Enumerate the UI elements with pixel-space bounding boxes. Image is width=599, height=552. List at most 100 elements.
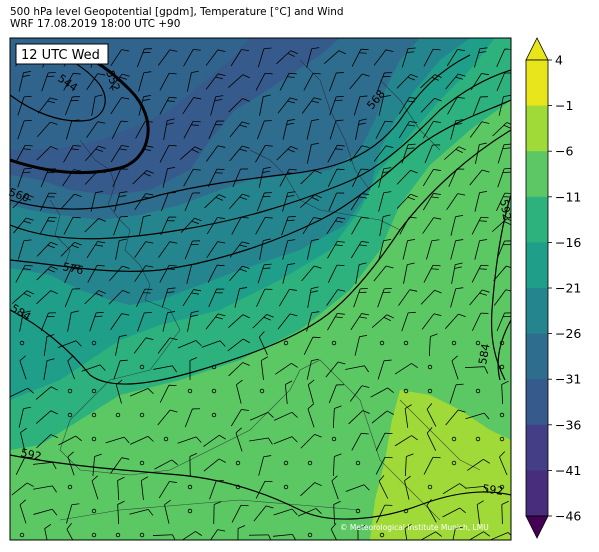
wind-barb bbox=[423, 48, 441, 67]
contour-584-east bbox=[497, 319, 511, 381]
wind-barb bbox=[184, 240, 201, 260]
wind-barb bbox=[17, 239, 32, 260]
wind-barb bbox=[115, 238, 127, 260]
wind-barb bbox=[446, 193, 466, 210]
wind-barb bbox=[137, 312, 152, 332]
wind-barb bbox=[404, 475, 411, 500]
geopotential-contours bbox=[10, 53, 511, 520]
wind-barb bbox=[154, 459, 178, 470]
wind-barb bbox=[157, 409, 178, 426]
wind-barb bbox=[132, 170, 154, 185]
wind-barb bbox=[499, 451, 508, 476]
wind-barb bbox=[354, 334, 368, 356]
wind-barb bbox=[469, 121, 490, 138]
wind-barb bbox=[139, 364, 145, 370]
wind-barb bbox=[189, 357, 198, 381]
contour-592-south bbox=[10, 454, 511, 520]
wind-barb bbox=[139, 532, 145, 538]
colorbar-tick-label: −31 bbox=[555, 372, 581, 387]
wind-barb bbox=[33, 461, 57, 470]
wind-barb bbox=[162, 311, 176, 332]
wind-barbs bbox=[10, 46, 511, 540]
wind-barb bbox=[157, 337, 178, 354]
wind-barb bbox=[494, 289, 511, 306]
colorbar-band bbox=[526, 105, 548, 152]
wind-barb bbox=[325, 361, 346, 378]
wind-barb bbox=[306, 47, 320, 68]
wind-barb bbox=[234, 287, 248, 308]
wind-barb bbox=[232, 168, 249, 188]
wind-barb bbox=[276, 50, 298, 65]
wind-barb bbox=[371, 314, 394, 328]
wind-barb bbox=[399, 216, 417, 235]
wind-barb bbox=[189, 453, 197, 477]
wind-barb bbox=[496, 192, 511, 211]
coast-ireland bbox=[49, 199, 71, 266]
wind-barb bbox=[330, 523, 341, 540]
wind-barb bbox=[449, 383, 464, 404]
wind-barb bbox=[117, 476, 125, 501]
wind-barb bbox=[257, 47, 272, 68]
wind-barb bbox=[470, 73, 490, 91]
wind-barb bbox=[114, 191, 128, 212]
wind-barb bbox=[421, 313, 442, 330]
wind-barb bbox=[19, 310, 31, 332]
wind-barb bbox=[328, 192, 345, 212]
wind-barb bbox=[451, 436, 457, 442]
wind-barb bbox=[229, 193, 250, 209]
wind-barb bbox=[273, 508, 298, 516]
wind-barb bbox=[283, 460, 289, 466]
wind-barb bbox=[350, 241, 369, 259]
time-badge-box bbox=[15, 43, 109, 65]
wind-barb bbox=[17, 95, 32, 116]
wind-barb bbox=[398, 121, 417, 139]
wind-barb bbox=[37, 97, 58, 114]
wind-barb bbox=[469, 289, 490, 306]
wind-barb bbox=[327, 168, 345, 187]
colorbar-tick-label: −46 bbox=[555, 509, 581, 524]
wind-barb bbox=[351, 432, 369, 451]
wind-barb bbox=[158, 481, 177, 499]
wind-barb bbox=[249, 437, 273, 445]
wind-barb bbox=[282, 263, 296, 284]
wind-barb bbox=[112, 168, 129, 188]
wind-barb bbox=[345, 484, 370, 492]
wind-barb bbox=[277, 97, 298, 114]
wind-barb bbox=[36, 146, 58, 161]
wind-barb bbox=[211, 364, 217, 370]
wind-barb bbox=[424, 144, 441, 164]
wind-barb bbox=[129, 509, 154, 516]
wind-barb bbox=[160, 216, 177, 236]
wind-barb bbox=[259, 388, 265, 394]
wind-barb bbox=[229, 265, 250, 282]
wind-barb bbox=[213, 501, 222, 525]
wind-barb bbox=[187, 508, 193, 514]
wind-barb bbox=[63, 216, 81, 235]
wind-barb bbox=[276, 146, 298, 161]
wind-barb bbox=[136, 48, 152, 68]
wind-barb bbox=[420, 97, 442, 113]
wind-barb bbox=[211, 412, 217, 418]
wind-barb bbox=[60, 241, 82, 257]
wind-barb bbox=[471, 264, 489, 283]
wind-barb bbox=[427, 484, 433, 490]
wind-barb bbox=[134, 265, 154, 282]
wind-barb bbox=[115, 334, 127, 356]
wind-barb bbox=[17, 167, 32, 188]
wind-barb bbox=[306, 118, 320, 140]
wind-barb bbox=[331, 436, 337, 442]
wind-barb bbox=[159, 264, 177, 283]
colorbar-band bbox=[526, 60, 548, 107]
wind-barb bbox=[303, 336, 321, 355]
wind-barb bbox=[378, 94, 392, 116]
wind-barb bbox=[306, 311, 320, 332]
wind-barb bbox=[153, 365, 177, 373]
colorbar: 4 −1 −6 −11 −16 −21 −26 −31 −36 −41 −46 bbox=[525, 37, 581, 539]
wind-barb bbox=[394, 435, 418, 447]
wind-barb bbox=[91, 532, 97, 538]
wind-barb bbox=[255, 144, 273, 163]
wind-barb bbox=[451, 355, 459, 380]
wind-barb bbox=[422, 121, 441, 139]
wind-barb bbox=[109, 73, 130, 90]
contour-label: 592 bbox=[19, 446, 42, 463]
